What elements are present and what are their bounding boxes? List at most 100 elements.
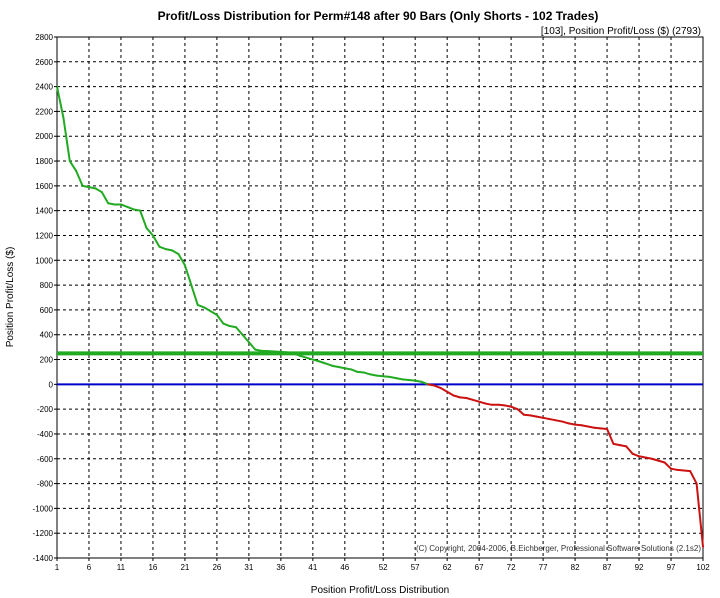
x-tick-label: 16 bbox=[148, 563, 157, 572]
profit-segment bbox=[87, 186, 97, 190]
x-tick-label: 41 bbox=[308, 563, 317, 572]
loss-segment bbox=[676, 468, 685, 472]
y-tick-label: 200 bbox=[40, 356, 54, 365]
grid bbox=[57, 37, 703, 558]
loss-segment bbox=[554, 419, 564, 423]
profit-segment bbox=[369, 373, 378, 377]
profit-segment bbox=[171, 249, 180, 256]
profit-segment bbox=[151, 234, 161, 248]
loss-segment bbox=[593, 426, 602, 430]
profit-segment bbox=[286, 351, 295, 355]
loss-segment bbox=[580, 424, 589, 428]
loss-segment bbox=[657, 459, 666, 464]
loss-segment bbox=[465, 396, 474, 401]
loss-segment bbox=[567, 422, 577, 426]
profit-segment bbox=[132, 208, 142, 212]
y-tick-label: -1400 bbox=[33, 554, 54, 563]
y-tick-label: 2200 bbox=[35, 107, 53, 116]
y-tick-label: 1600 bbox=[35, 182, 53, 191]
loss-segment bbox=[599, 427, 609, 430]
profit-segment bbox=[222, 322, 231, 328]
profit-segment bbox=[94, 187, 103, 194]
y-tick-label: -800 bbox=[37, 480, 54, 489]
profit-segment bbox=[414, 379, 423, 383]
x-tick-label: 46 bbox=[340, 563, 349, 572]
x-tick-label: 6 bbox=[87, 563, 92, 572]
profit-segment bbox=[363, 371, 372, 376]
loss-segment bbox=[446, 390, 455, 397]
x-axis-label: Position Profit/Loss Distribution bbox=[311, 585, 449, 596]
profit-segment bbox=[356, 370, 366, 374]
profit-segment bbox=[183, 264, 193, 287]
loss-segment bbox=[650, 457, 660, 462]
x-tick-label: 62 bbox=[443, 563, 452, 572]
profit-segment bbox=[343, 367, 353, 371]
x-tick-label: 11 bbox=[117, 563, 126, 572]
loss-segment bbox=[458, 396, 468, 399]
y-tick-label: 1200 bbox=[35, 231, 53, 240]
profit-segment bbox=[324, 362, 334, 367]
loss-segment bbox=[471, 398, 481, 403]
profit-segment bbox=[62, 116, 71, 163]
profit-segment bbox=[305, 356, 314, 361]
x-tick-label: 87 bbox=[603, 563, 612, 572]
profit-segment bbox=[318, 360, 327, 365]
profit-segment bbox=[407, 378, 417, 382]
y-tick-label: -600 bbox=[37, 455, 54, 464]
plot-area bbox=[56, 36, 704, 559]
profit-segment bbox=[164, 248, 174, 252]
profit-segment bbox=[241, 333, 250, 344]
chart-title: Profit/Loss Distribution for Perm#148 af… bbox=[158, 9, 599, 23]
profit-segment bbox=[350, 368, 359, 373]
loss-segment bbox=[638, 455, 647, 459]
profit-segment bbox=[81, 184, 90, 189]
x-tick-label: 36 bbox=[276, 563, 285, 572]
loss-segment bbox=[586, 425, 596, 429]
loss-segment bbox=[631, 452, 641, 458]
y-tick-label: -400 bbox=[37, 430, 54, 439]
profit-segment bbox=[311, 358, 321, 363]
loss-segment bbox=[522, 413, 532, 417]
profit-segment bbox=[177, 253, 186, 267]
x-tick-label: 72 bbox=[507, 563, 516, 572]
profit-segment bbox=[190, 284, 199, 306]
loss-segment bbox=[497, 403, 506, 407]
loss-segment bbox=[516, 408, 525, 416]
y-tick-label: 1400 bbox=[35, 207, 53, 216]
profit-segment bbox=[382, 375, 391, 378]
profit-segment bbox=[139, 209, 148, 230]
loss-segment bbox=[510, 405, 519, 411]
loss-segment bbox=[433, 384, 442, 390]
profit-segment bbox=[247, 341, 257, 351]
y-tick-label: 2000 bbox=[35, 132, 53, 141]
profit-segment bbox=[209, 310, 218, 316]
loss-segment bbox=[689, 470, 698, 485]
loss-segment bbox=[542, 416, 551, 421]
profit-segment bbox=[337, 365, 346, 370]
reference-lines bbox=[57, 351, 703, 386]
y-tick-label: -1000 bbox=[33, 504, 54, 513]
profit-segment bbox=[126, 205, 135, 211]
profit-segment bbox=[331, 364, 340, 368]
profit-segment bbox=[254, 348, 263, 352]
profit-segment bbox=[203, 306, 212, 313]
x-tick-label: 52 bbox=[379, 563, 388, 572]
x-tick-label: 1 bbox=[55, 563, 60, 572]
profit-segment bbox=[228, 325, 238, 329]
profit-segment bbox=[215, 313, 225, 325]
profit-segment bbox=[145, 227, 154, 237]
profit-segment bbox=[401, 378, 410, 381]
loss-segment bbox=[682, 469, 692, 473]
loss-segment bbox=[439, 387, 449, 393]
x-axis-ticks: 1 6 11 16 21 26 31 36 41 46 52 57 62 67 72 77 82 87 92 97 10… bbox=[55, 558, 710, 572]
x-tick-label: 31 bbox=[244, 563, 253, 572]
profit-segment bbox=[119, 203, 129, 208]
profit-segment bbox=[420, 380, 429, 386]
y-tick-label: 800 bbox=[40, 281, 54, 290]
loss-segment bbox=[548, 418, 557, 422]
loss-segment bbox=[503, 404, 513, 408]
loss-segment bbox=[561, 420, 570, 425]
y-tick-label: 1800 bbox=[35, 157, 53, 166]
loss-segment bbox=[535, 415, 545, 419]
loss-segment bbox=[606, 427, 615, 445]
